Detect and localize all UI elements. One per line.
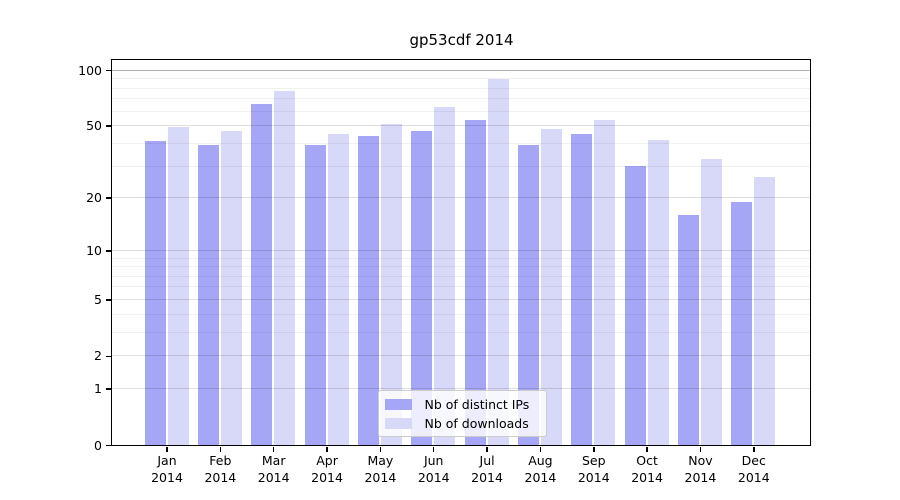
bar-distinct-ips-jun bbox=[411, 130, 433, 445]
gridline-6 bbox=[112, 286, 810, 288]
gridline-80 bbox=[112, 87, 810, 89]
gridline-2 bbox=[112, 355, 810, 357]
y-tick-label-0: 0 bbox=[94, 437, 102, 453]
x-tick-label-jun: Jun 2014 bbox=[417, 453, 450, 485]
bar-downloads-jun bbox=[434, 107, 456, 445]
bar-distinct-ips-jul bbox=[464, 119, 486, 445]
y-tick-mark-20 bbox=[106, 197, 111, 199]
plot-area: Nb of distinct IPs Nb of downloads bbox=[111, 59, 811, 446]
gridline-10 bbox=[112, 249, 810, 251]
bar-downloads-sep bbox=[594, 119, 616, 445]
bar-downloads-nov bbox=[700, 158, 722, 445]
legend-swatch-downloads bbox=[384, 417, 412, 429]
y-tick-mark-1 bbox=[106, 388, 111, 390]
bar-distinct-ips-may bbox=[357, 135, 379, 445]
x-tick-mark-jun bbox=[432, 447, 435, 452]
legend-label-distinct-ips: Nb of distinct IPs bbox=[424, 396, 530, 412]
gridline-30 bbox=[112, 165, 810, 167]
x-tick-label-nov: Nov 2014 bbox=[684, 453, 717, 485]
y-tick-label-5: 5 bbox=[94, 291, 102, 307]
legend-label-downloads: Nb of downloads bbox=[424, 415, 529, 431]
bar-downloads-may bbox=[380, 124, 402, 445]
x-tick-mark-jan bbox=[166, 447, 168, 452]
x-tick-label-aug: Aug 2014 bbox=[524, 453, 557, 485]
gridline-8 bbox=[112, 266, 810, 268]
x-tick-label-mar: Mar 2014 bbox=[257, 453, 290, 485]
x-tick-mark-aug bbox=[539, 447, 542, 452]
bar-distinct-ips-feb bbox=[197, 145, 219, 445]
gridline-4 bbox=[112, 313, 810, 315]
y-tick-mark-100 bbox=[106, 69, 111, 72]
x-tick-mark-may bbox=[379, 447, 382, 452]
bar-distinct-ips-nov bbox=[677, 214, 699, 445]
gridline-60 bbox=[112, 110, 810, 112]
bar-distinct-ips-apr bbox=[304, 145, 326, 445]
x-tick-label-jul: Jul 2014 bbox=[471, 453, 503, 485]
bar-distinct-ips-mar bbox=[251, 103, 273, 445]
legend: Nb of distinct IPs Nb of downloads bbox=[377, 389, 547, 437]
gridline-1 bbox=[112, 388, 810, 390]
bars-layer bbox=[112, 60, 810, 445]
bar-distinct-ips-oct bbox=[624, 166, 646, 445]
y-tick-label-1: 1 bbox=[94, 381, 102, 397]
gridline-100 bbox=[112, 69, 810, 71]
bar-downloads-oct bbox=[647, 139, 669, 445]
bar-distinct-ips-dec bbox=[731, 201, 753, 445]
bar-distinct-ips-aug bbox=[517, 145, 539, 445]
gridlines-layer bbox=[112, 60, 810, 445]
x-tick-label-apr: Apr 2014 bbox=[311, 453, 343, 485]
x-tick-label-dec: Dec 2014 bbox=[737, 453, 770, 485]
legend-item-distinct-ips: Nb of distinct IPs bbox=[379, 395, 546, 414]
x-tick-mark-sep bbox=[593, 447, 595, 452]
bar-distinct-ips-jan bbox=[144, 141, 166, 445]
y-tick-label-100: 100 bbox=[78, 62, 102, 78]
x-tick-mark-dec bbox=[753, 447, 755, 452]
bar-distinct-ips-sep bbox=[571, 134, 593, 445]
y-tick-label-20: 20 bbox=[86, 190, 102, 206]
x-tick-label-jan: Jan 2014 bbox=[151, 453, 183, 485]
bar-downloads-feb bbox=[220, 130, 242, 445]
gridline-40 bbox=[112, 142, 810, 144]
bar-downloads-jan bbox=[167, 127, 189, 445]
x-tick-mark-mar bbox=[272, 447, 275, 452]
y-tick-mark-2 bbox=[106, 355, 111, 358]
bar-downloads-mar bbox=[274, 91, 296, 445]
gridline-50 bbox=[112, 125, 810, 127]
x-tick-mark-feb bbox=[219, 447, 222, 452]
bar-downloads-aug bbox=[540, 128, 562, 445]
x-tick-label-may: May 2014 bbox=[364, 453, 397, 485]
y-tick-label-2: 2 bbox=[94, 348, 102, 364]
y-tick-mark-50 bbox=[106, 125, 111, 127]
gridline-70 bbox=[112, 98, 810, 100]
gridline-3 bbox=[112, 331, 810, 333]
bar-downloads-jul bbox=[487, 78, 509, 445]
gridline-20 bbox=[112, 197, 810, 199]
y-tick-mark-10 bbox=[106, 250, 111, 252]
gridline-9 bbox=[112, 257, 810, 259]
x-tick-mark-jul bbox=[486, 447, 488, 452]
gridline-7 bbox=[112, 275, 810, 277]
x-tick-mark-oct bbox=[646, 447, 648, 452]
y-tick-mark-5 bbox=[106, 299, 111, 301]
x-tick-mark-nov bbox=[699, 447, 702, 452]
y-tick-label-10: 10 bbox=[86, 242, 102, 258]
x-tick-label-sep: Sep 2014 bbox=[577, 453, 610, 485]
legend-swatch-distinct-ips bbox=[384, 398, 412, 410]
bar-downloads-apr bbox=[327, 134, 349, 445]
gridline-5 bbox=[112, 298, 810, 300]
y-tick-mark-0 bbox=[106, 444, 111, 447]
x-tick-label-feb: Feb 2014 bbox=[204, 453, 237, 485]
x-tick-label-oct: Oct 2014 bbox=[631, 453, 663, 485]
chart-title: gp53cdf 2014 bbox=[409, 31, 514, 49]
legend-item-downloads: Nb of downloads bbox=[379, 414, 546, 433]
y-tick-label-50: 50 bbox=[86, 118, 102, 134]
gridline-90 bbox=[112, 78, 810, 80]
bar-downloads-dec bbox=[754, 177, 776, 445]
x-tick-mark-apr bbox=[326, 447, 328, 452]
